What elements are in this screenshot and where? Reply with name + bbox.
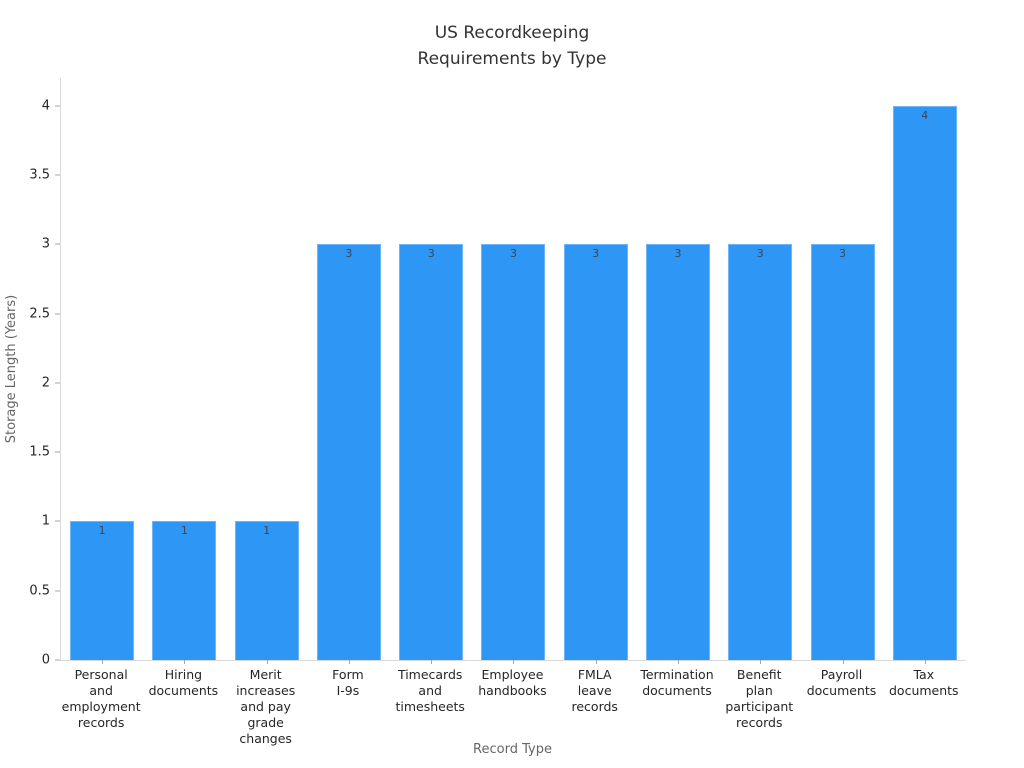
x-tick-mark (184, 660, 186, 664)
bar-value-label: 4 (921, 108, 929, 122)
y-tick-label: 2.5 (29, 306, 50, 322)
y-tick-mark (55, 590, 60, 592)
x-tick-mark (102, 660, 104, 664)
y-tick-mark (55, 174, 60, 176)
x-tick-label: Benefit plan participant records (725, 667, 794, 730)
bar-value-label: 3 (592, 247, 600, 261)
bar: 1 (152, 521, 217, 660)
x-tick-label: Payroll documents (806, 667, 877, 698)
bar-value-label: 3 (427, 247, 435, 261)
bar: 3 (810, 244, 875, 660)
x-tick-mark (760, 660, 762, 664)
chart-title: US Recordkeeping Requirements by Type (417, 23, 607, 69)
y-tick-label: 2 (41, 375, 50, 391)
y-tick-mark (55, 313, 60, 315)
bar-value-label: 1 (180, 524, 188, 538)
x-tick-label: FMLA leave records (571, 667, 618, 714)
bar-column: 3 (555, 78, 637, 664)
plot-area: 0 0.5 1 1.5 2 2.5 3 3.5 4 1 1 1 3 3 3 3 3 3 3 4 (29, 78, 966, 668)
x-tick-label: Form I-9s (332, 667, 364, 698)
x-tick-mark (431, 660, 433, 664)
x-tick-mark (348, 660, 350, 664)
bar-column: 3 (308, 78, 390, 664)
bar-value-label: 3 (839, 247, 847, 261)
x-tick-mark (266, 660, 268, 664)
x-tick-mark (595, 660, 597, 664)
bar-value-label: 1 (263, 524, 271, 538)
bar-column: 1 (143, 78, 225, 664)
bar: 3 (399, 244, 464, 660)
x-tick-mark (513, 660, 515, 664)
bar-column: 3 (390, 78, 472, 664)
x-tick-label: Personal and employment records (61, 667, 141, 730)
x-tick-label: Termination documents (640, 667, 714, 698)
bar-value-label: 3 (509, 247, 517, 261)
x-tick-mark (842, 660, 844, 664)
x-tick-label: Timecards and timesheets (395, 667, 465, 714)
bar-value-label: 1 (98, 524, 106, 538)
bar: 3 (316, 244, 381, 660)
bar-column: 1 (226, 78, 308, 664)
y-tick-mark (55, 451, 60, 453)
y-tick-label: 1.5 (29, 444, 50, 460)
x-tick-label: Hiring documents (148, 667, 219, 698)
bar: 4 (892, 105, 957, 660)
y-tick-label: 3.5 (29, 167, 50, 183)
bar: 1 (70, 521, 135, 660)
bar: 1 (234, 521, 299, 660)
bar-column: 4 (884, 78, 966, 664)
bar: 3 (645, 244, 710, 660)
bar: 3 (481, 244, 546, 660)
y-tick-mark (55, 659, 60, 661)
bar-value-label: 3 (756, 247, 764, 261)
bar-value-label: 3 (345, 247, 353, 261)
y-tick-label: 0.5 (29, 583, 50, 599)
x-tick-mark (677, 660, 679, 664)
x-tick-mark (924, 660, 926, 664)
y-tick-label: 3 (41, 236, 50, 252)
x-tick-label: Employee handbooks (478, 667, 547, 698)
bar-column: 3 (472, 78, 554, 664)
y-tick-mark (55, 520, 60, 522)
bars-container: 1 1 1 3 3 3 3 3 3 3 4 (61, 78, 966, 664)
y-axis-title: Storage Length (Years) (4, 294, 19, 444)
bar-value-label: 3 (674, 247, 682, 261)
bar-column: 3 (637, 78, 719, 664)
y-tick-mark (55, 382, 60, 384)
bar-column: 1 (61, 78, 143, 664)
y-tick-mark (55, 105, 60, 107)
bar-column: 3 (719, 78, 801, 664)
x-tick-label: Merit increases and pay grade changes (236, 667, 296, 746)
x-axis-title: Record Type (473, 742, 552, 757)
bar-column: 3 (801, 78, 883, 664)
bar: 3 (563, 244, 628, 660)
y-tick-label: 0 (41, 652, 50, 668)
y-tick-label: 1 (41, 513, 50, 529)
y-tick-mark (55, 243, 60, 245)
bar: 3 (728, 244, 793, 660)
x-axis-tick-labels: Personal and employment records Hiring do… (60, 667, 965, 747)
x-tick-label: Tax documents (888, 667, 959, 698)
y-tick-label: 4 (41, 98, 50, 114)
